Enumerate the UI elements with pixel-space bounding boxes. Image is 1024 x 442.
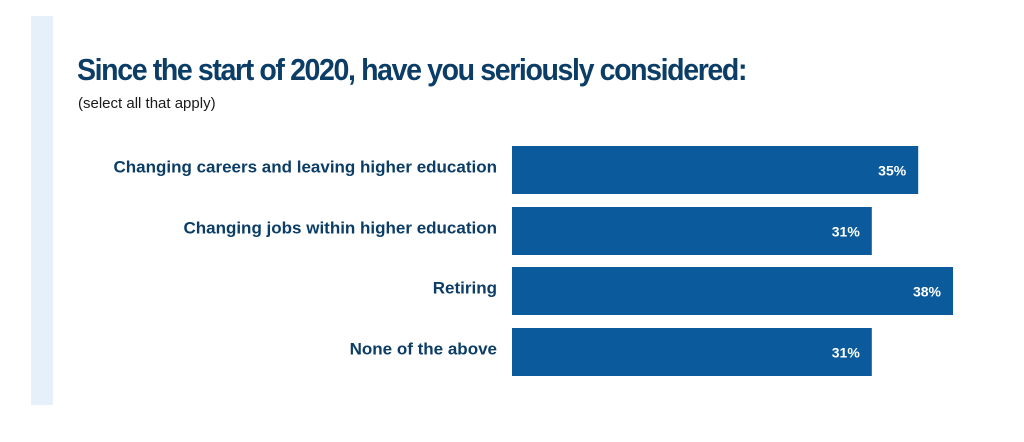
chart-subtitle: (select all that apply) xyxy=(78,95,216,112)
value-label-4: 31% xyxy=(832,345,861,361)
bar-2 xyxy=(512,207,872,255)
accent-stripe xyxy=(31,16,53,405)
value-label-2: 31% xyxy=(832,224,861,240)
bar-1 xyxy=(512,146,919,194)
bar-4 xyxy=(512,328,872,376)
value-label-1: 35% xyxy=(878,163,907,179)
category-label-3: Retiring xyxy=(433,278,497,297)
chart-title: Since the start of 2020, have you seriou… xyxy=(77,52,747,87)
bar-3 xyxy=(512,267,953,315)
value-label-3: 38% xyxy=(913,284,942,300)
category-label-2: Changing jobs within higher education xyxy=(183,218,497,237)
category-label-4: None of the above xyxy=(350,339,497,358)
category-label-1: Changing careers and leaving higher educ… xyxy=(113,157,497,176)
